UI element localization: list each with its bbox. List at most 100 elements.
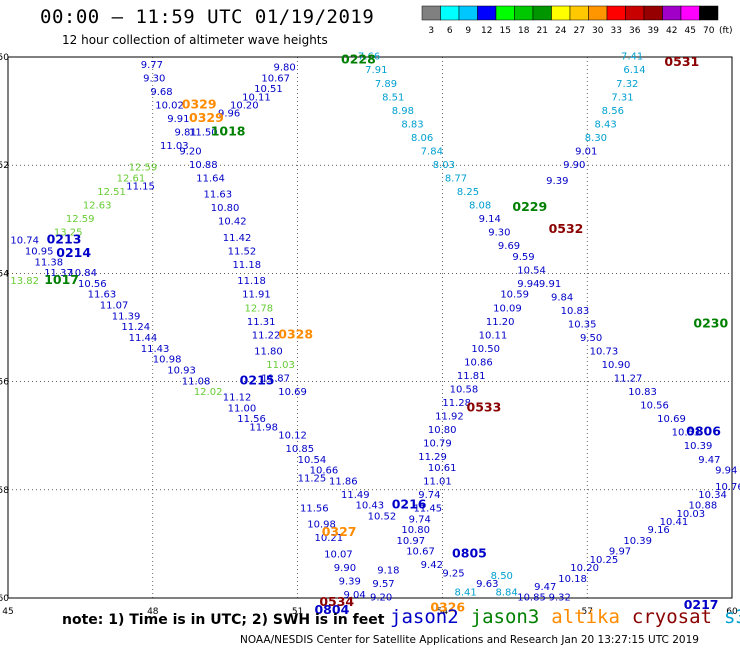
swh-value-label: 11.87 [261,374,290,385]
time-label: 0228 [341,51,376,66]
time-label: 0329 [182,96,217,111]
swh-value-label: 9.16 [648,525,670,536]
swh-value-label: 10.50 [471,344,500,355]
colorbar-tick-label: 9 [465,26,471,36]
x-tick-label: 54 [437,607,449,617]
swh-value-label: 9.47 [534,582,556,593]
colorbar-tick-label: 24 [555,26,567,36]
swh-value-label: 11.98 [249,422,278,433]
swh-value-label: 11.20 [486,317,515,328]
swh-value-label: 10.21 [314,533,343,544]
time-label: 0230 [693,316,728,331]
swh-value-label: 7.84 [421,146,443,157]
swh-value-label: 10.86 [464,357,493,368]
swh-value-label: 9.57 [372,579,394,590]
swh-value-label: 8.43 [594,119,616,130]
swh-value-label: 12.51 [97,187,126,198]
swh-value-label: 9.77 [141,60,163,71]
swh-value-label: 11.28 [442,398,471,409]
swh-value-label: 11.25 [298,474,327,485]
swh-value-label: 11.01 [423,476,452,487]
colorbar-unit: (ft) [719,26,733,36]
swh-value-label: 6.14 [623,65,645,76]
time-label: 0328 [278,326,313,341]
swh-value-label: 11.31 [247,317,276,328]
time-label: 0216 [392,497,427,512]
y-tick-label: -52 [0,161,9,171]
swh-value-label: 11.49 [341,490,370,501]
swh-value-label: 8.83 [401,119,423,130]
swh-value-label: 9.91 [167,114,189,125]
swh-value-label: 10.56 [640,401,669,412]
swh-value-label: 9.59 [512,252,534,263]
swh-value-label: 9.47 [698,455,720,466]
swh-value-label: 10.39 [684,441,713,452]
colorbar-swatch [514,5,534,21]
credit-text: NOAA/NESDIS Center for Satellite Applica… [240,634,699,646]
swh-value-label: 12.02 [194,387,223,398]
time-label: 0532 [549,221,584,236]
colorbar-swatch [421,5,441,21]
swh-value-label: 9.14 [479,214,501,225]
time-label: 0326 [430,600,465,615]
swh-value-label: 9.30 [488,228,510,239]
x-tick-label: 57 [581,607,592,617]
y-tick-label: -60 [0,594,9,604]
swh-value-label: 9.91 [539,279,561,290]
colorbar-tick-label: 30 [592,26,604,36]
swh-value-label: 10.20 [570,563,599,574]
swh-value-label: 10.73 [590,347,619,358]
swh-value-label: 10.93 [167,365,196,376]
swh-value-label: 11.80 [254,347,283,358]
swh-value-label: 8.25 [457,187,479,198]
swh-value-label: 9.30 [143,73,165,84]
x-tick-label: 48 [147,607,159,617]
swh-value-label: 9.39 [546,176,568,187]
swh-value-label: 10.76 [715,482,740,493]
colorbar-swatch [643,5,663,21]
swh-value-label: 10.51 [254,84,283,95]
swh-value-label: 7.66 [358,52,380,63]
swh-value-label: 10.69 [278,387,307,398]
swh-value-label: 11.29 [418,452,447,463]
swh-value-label: 11.00 [228,403,257,414]
swh-value-label: 10.85 [517,593,546,604]
colorbar-swatch [532,5,552,21]
swh-value-label: 10.97 [397,536,426,547]
legend-entry-jason2: jason2 [390,606,459,628]
swh-value-label: 13.25 [54,228,83,239]
colorbar-tick-label: 6 [447,26,453,36]
colorbar-swatch [477,5,497,21]
swh-value-label: 10.66 [310,466,339,477]
swh-value-label: 11.42 [223,233,252,244]
swh-value-label: 11.39 [112,311,141,322]
swh-value-label: 11.03 [160,141,189,152]
swh-value-label: 11.92 [435,411,464,422]
swh-value-label: 11.44 [129,333,158,344]
swh-value-label: 9.90 [334,563,356,574]
swh-value-label: 9.50 [580,333,602,344]
time-label: 0531 [664,54,699,69]
swh-value-label: 10.07 [324,549,353,560]
swh-value-label: 8.98 [392,106,414,117]
swh-value-label: 9.74 [418,490,440,501]
swh-value-label: 10.61 [428,463,457,474]
swh-value-label: 10.69 [657,414,686,425]
swh-value-label: 11.50 [189,127,218,138]
colorbar-tick-label: 39 [648,26,660,36]
swh-value-label: 11.81 [457,371,486,382]
colorbar-swatch [440,5,460,21]
colorbar-swatch [680,5,700,21]
y-tick-label: -50 [0,53,9,63]
x-tick-label: 51 [292,607,303,617]
swh-value-label: 10.85 [286,444,315,455]
swh-value-label: 10.42 [218,217,247,228]
swh-value-label: 7.41 [621,52,643,63]
swh-value-label: 9.25 [442,568,464,579]
colorbar-swatch [458,5,478,21]
time-label: 0327 [322,524,357,539]
time-label: 1017 [44,272,79,287]
colorbar-swatch [662,5,682,21]
y-tick-label: -56 [0,378,9,388]
swh-value-label: 10.54 [298,455,327,466]
